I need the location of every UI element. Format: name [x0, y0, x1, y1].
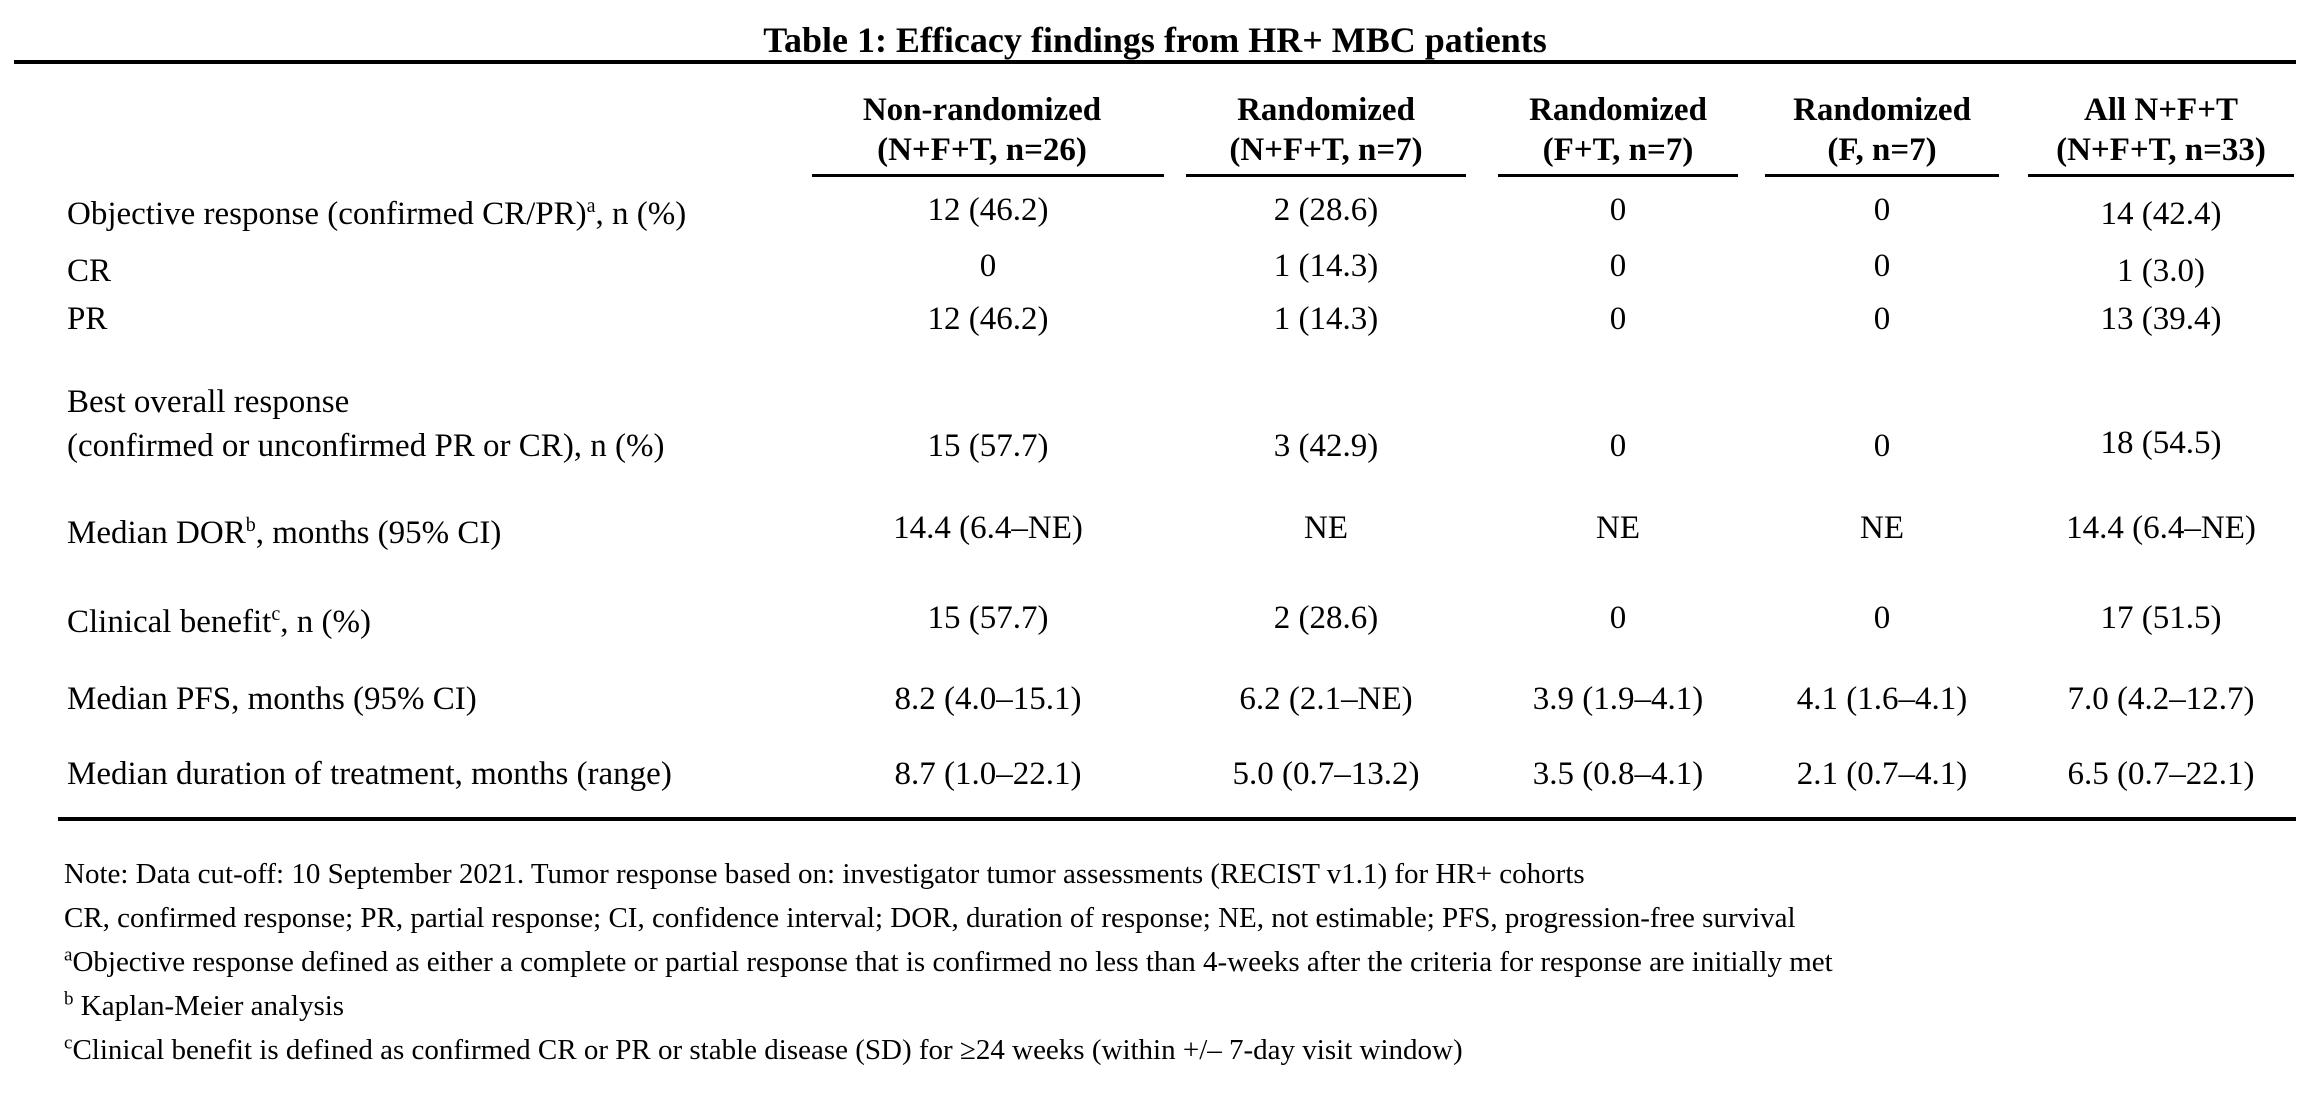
- table-cell: 12 (46.2): [927, 192, 1049, 228]
- row-label-median-duration-treatment: Median duration of treatment, months (ra…: [67, 756, 672, 792]
- footnote-b: b Kaplan-Meier analysis: [64, 988, 345, 1022]
- table-cell: 0: [1609, 192, 1627, 228]
- table-cell: 3.9 (1.9–4.1): [1532, 681, 1704, 717]
- table-cell: 4.1 (1.6–4.1): [1796, 681, 1968, 717]
- row-label-cr: CR: [67, 253, 112, 289]
- table-cell: NE: [1860, 510, 1904, 546]
- table-notes: Note: Data cut-off: 10 September 2021. T…: [64, 852, 2264, 1072]
- table-cell: 14.4 (6.4–NE): [893, 510, 1083, 546]
- table-cell: 6.5 (0.7–22.1): [2067, 756, 2255, 792]
- col-underline: [1498, 174, 1738, 177]
- table-cell: 0: [979, 248, 997, 284]
- table-cell: 3.5 (0.8–4.1): [1532, 756, 1704, 792]
- table-cell: 0: [1873, 428, 1891, 464]
- table-cell: 1 (14.3): [1273, 301, 1379, 337]
- col-header-line1: Randomized: [1529, 92, 1707, 128]
- table-cell: NE: [1304, 510, 1348, 546]
- col-header-line1: Randomized: [1237, 92, 1415, 128]
- footnote-mark: b: [64, 988, 74, 1010]
- col-header-all-nft: All N+F+T (N+F+T, n=33): [2028, 90, 2294, 170]
- col-header-randomized-nft: Randomized (N+F+T, n=7): [1186, 90, 1466, 170]
- table-cell: 0: [1609, 248, 1627, 284]
- col-header-line2: (F+T, n=7): [1542, 132, 1694, 168]
- table-cell: 8.7 (1.0–22.1): [894, 756, 1082, 792]
- top-rule: [14, 60, 2296, 64]
- table-cell: 18 (54.5): [2100, 425, 2222, 461]
- table-cell: 2 (28.6): [1273, 600, 1379, 636]
- col-header-randomized-ft: Randomized (F+T, n=7): [1498, 90, 1738, 170]
- note-abbreviations: CR, confirmed response; PR, partial resp…: [64, 902, 1796, 934]
- col-underline: [2028, 174, 2294, 177]
- col-header-line1: Randomized: [1793, 92, 1971, 128]
- table-cell: 14.4 (6.4–NE): [2066, 510, 2256, 546]
- table-cell: 17 (51.5): [2100, 600, 2222, 636]
- table-cell: 14 (42.4): [2100, 196, 2222, 232]
- col-header-non-randomized: Non-randomized (N+F+T, n=26): [812, 90, 1152, 170]
- table-cell: 0: [1873, 600, 1891, 636]
- bottom-rule: [58, 817, 2296, 821]
- row-label-pr: PR: [67, 301, 108, 337]
- table-cell: 0: [1609, 600, 1627, 636]
- col-header-line2: (F, n=7): [1827, 132, 1937, 168]
- table-cell: NE: [1596, 510, 1640, 546]
- footnote-a: aObjective response defined as either a …: [64, 944, 1833, 978]
- footnote-mark: a: [64, 944, 73, 966]
- col-header-line2: (N+F+T, n=7): [1229, 132, 1423, 168]
- table-cell: 8.2 (4.0–15.1): [894, 681, 1082, 717]
- table-cell: 15 (57.7): [927, 600, 1049, 636]
- row-label-median-pfs: Median PFS, months (95% CI): [67, 681, 477, 717]
- col-header-line1: Non-randomized: [862, 92, 1102, 128]
- table-cell: 7.0 (4.2–12.7): [2067, 681, 2255, 717]
- footnote-mark: c: [64, 1032, 73, 1054]
- table-cell: 12 (46.2): [927, 301, 1049, 337]
- col-header-line2: (N+F+T, n=33): [2056, 132, 2266, 168]
- table-cell: 13 (39.4): [2100, 301, 2222, 337]
- footnote-mark: b: [245, 514, 256, 536]
- table-title: Table 1: Efficacy findings from HR+ MBC …: [763, 20, 1547, 60]
- col-header-line2: (N+F+T, n=26): [877, 132, 1087, 168]
- row-label-clinical-benefit: Clinical benefitc, n (%): [67, 603, 371, 640]
- table-cell: 3 (42.9): [1273, 428, 1379, 464]
- table-cell: 0: [1873, 301, 1891, 337]
- col-underline: [1765, 174, 1999, 177]
- footnote-c: cClinical benefit is defined as confirme…: [64, 1032, 1463, 1066]
- table-cell: 1 (14.3): [1273, 248, 1379, 284]
- row-label-best-overall-response: Best overall response (confirmed or unco…: [67, 384, 665, 464]
- table-cell: 5.0 (0.7–13.2): [1232, 756, 1420, 792]
- footnote-mark: c: [271, 603, 281, 625]
- row-label-median-dor: Median DORb, months (95% CI): [67, 514, 502, 551]
- col-header-randomized-f: Randomized (F, n=7): [1765, 90, 1999, 170]
- table-cell: 0: [1609, 301, 1627, 337]
- table-cell: 15 (57.7): [927, 428, 1049, 464]
- table-cell: 0: [1873, 248, 1891, 284]
- table-cell: 6.2 (2.1–NE): [1239, 681, 1413, 717]
- table-cell: 1 (3.0): [2117, 253, 2205, 289]
- col-header-line1: All N+F+T: [2083, 92, 2239, 128]
- table-cell: 2.1 (0.7–4.1): [1796, 756, 1968, 792]
- row-label-objective-response: Objective response (confirmed CR/PR)a, n…: [67, 195, 687, 232]
- table-cell: 0: [1873, 192, 1891, 228]
- footnote-mark: a: [586, 195, 596, 217]
- note-data-cutoff: Note: Data cut-off: 10 September 2021. T…: [64, 858, 1585, 890]
- table-cell: 2 (28.6): [1273, 192, 1379, 228]
- col-underline: [1186, 174, 1466, 177]
- table-cell: 0: [1609, 428, 1627, 464]
- col-underline: [812, 174, 1164, 177]
